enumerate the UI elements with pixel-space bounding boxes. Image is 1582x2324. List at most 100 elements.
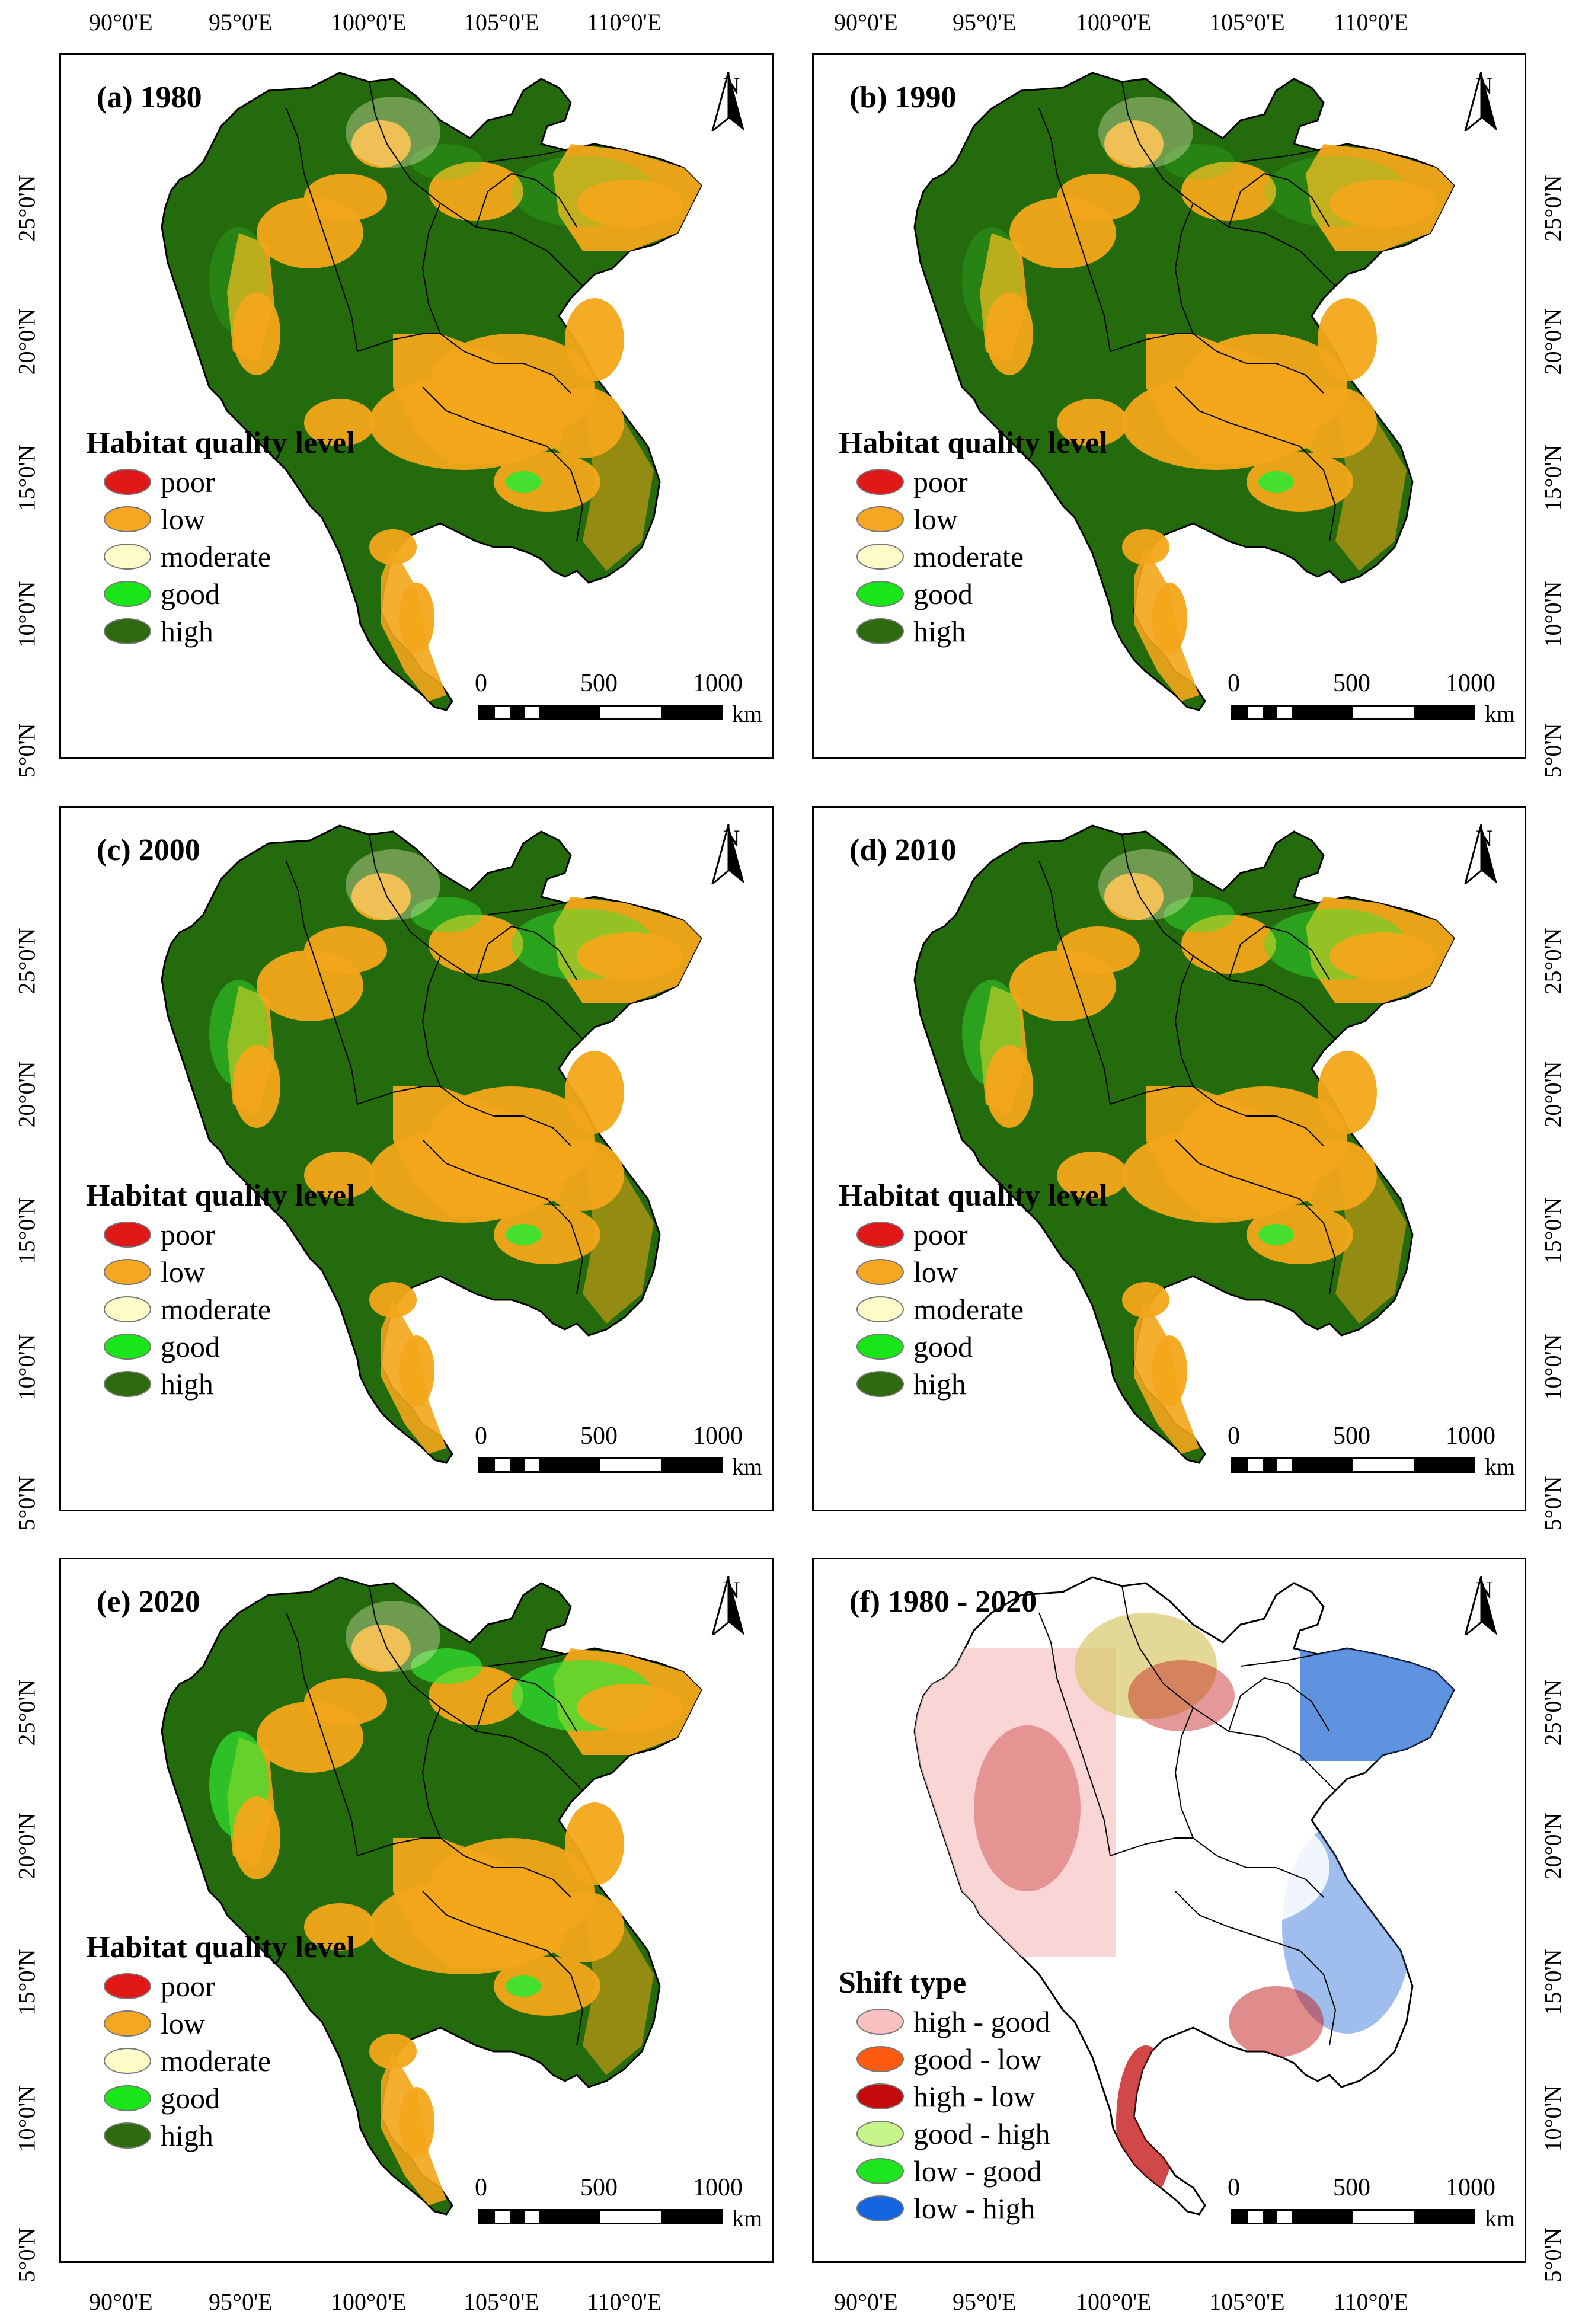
legend-label: poor <box>161 1969 215 2003</box>
scale-bar-graphic <box>478 1457 723 1473</box>
right-lat-label: 10°0'N <box>1539 1334 1567 1401</box>
right-lat-label: 20°0'N <box>1539 1061 1567 1128</box>
legend-swatch <box>104 506 151 532</box>
legend: Habitat quality level poor low moderate … <box>839 1178 1108 1402</box>
habitat-raster <box>209 1601 701 2205</box>
legend-swatch <box>104 543 151 570</box>
legend-item: high <box>86 2117 355 2154</box>
scale-label-500: 500 <box>1333 2174 1370 2201</box>
top-lon-label: 90°0'E <box>834 9 898 36</box>
legend-item: low <box>839 500 1108 538</box>
legend-label: moderate <box>913 539 1024 573</box>
top-lon-label: 110°0'E <box>587 9 662 36</box>
scale-bar-graphic <box>478 2209 723 2224</box>
north-arrow: N <box>1460 824 1508 913</box>
bottom-lon-label: 90°0'E <box>89 2288 153 2315</box>
legend-label: low <box>161 2006 205 2040</box>
legend-title: Habitat quality level <box>86 1179 355 1213</box>
legend: Habitat quality level poor low moderate … <box>86 426 355 650</box>
scale-bar: 0 500 1000 km <box>475 669 762 727</box>
legend-swatch <box>104 2047 151 2074</box>
legend: Habitat quality level poor low moderate … <box>86 1930 355 2154</box>
bottom-lon-label: 95°0'E <box>953 2288 1017 2315</box>
north-arrow-icon <box>1464 824 1497 884</box>
north-arrow-icon <box>711 824 744 884</box>
legend-item: low - good <box>839 2152 1050 2189</box>
scale-label-1000: 1000 <box>693 670 743 697</box>
legend-item: high - low <box>839 2077 1050 2115</box>
scale-bar: 0 500 1000 km <box>1228 1422 1515 1480</box>
legend: Habitat quality level poor low moderate … <box>839 426 1108 650</box>
north-arrow: N <box>1460 72 1508 161</box>
legend-title: Habitat quality level <box>839 1179 1108 1213</box>
scale-unit: km <box>1485 1453 1516 1480</box>
left-lat-label: 5°0'N <box>13 1476 40 1531</box>
legend-item: poor <box>86 1967 355 2005</box>
bottom-lon-label: 110°0'E <box>587 2288 662 2315</box>
bottom-lon-label: 90°0'E <box>834 2288 898 2315</box>
right-lat-label: 20°0'N <box>1539 308 1567 375</box>
legend-label: low <box>913 1255 958 1289</box>
scale-label-0: 0 <box>1228 2174 1240 2201</box>
map-panel-2010: (d) 2010 N Habitat quality level poor lo… <box>812 806 1526 1511</box>
legend-item: moderate <box>86 1290 355 1328</box>
right-lat-label: 15°0'N <box>1539 1949 1567 2016</box>
bottom-lon-label: 105°0'E <box>464 2288 539 2315</box>
legend-swatch <box>856 2045 904 2072</box>
legend-swatch <box>104 618 151 644</box>
panel-title: (a) 1980 <box>97 81 202 114</box>
legend-label: poor <box>161 1217 215 1251</box>
scale-bar: 0 500 1000 km <box>475 1422 762 1480</box>
legend-swatch <box>856 2008 904 2035</box>
right-lat-label: 5°0'N <box>1539 723 1567 778</box>
right-lat-label: 25°0'N <box>1539 928 1567 995</box>
legend: Shift type high - good good - low high -… <box>839 1965 1050 2227</box>
left-lat-label: 20°0'N <box>13 1812 40 1879</box>
legend-swatch <box>104 1221 151 1248</box>
legend-swatch <box>856 580 904 607</box>
left-lat-label: 25°0'N <box>13 928 40 995</box>
legend-item: good <box>839 1328 1108 1365</box>
legend-label: poor <box>161 465 215 498</box>
map-svg <box>913 824 1455 1464</box>
habitat-raster <box>962 97 1454 701</box>
scale-label-0: 0 <box>1228 670 1240 697</box>
legend-label: low <box>913 502 958 536</box>
bottom-lon-label: 105°0'E <box>1209 2288 1285 2315</box>
left-lat-label: 15°0'N <box>13 1197 40 1264</box>
legend-item: moderate <box>86 538 355 575</box>
right-lat-label: 10°0'N <box>1539 2085 1567 2152</box>
panel-title: (d) 2010 <box>849 833 957 867</box>
scale-label-0: 0 <box>475 1422 487 1450</box>
legend-swatch <box>856 543 904 570</box>
north-arrow: N <box>1460 1576 1508 1665</box>
panel-title: (f) 1980 - 2020 <box>849 1585 1037 1619</box>
top-lon-label: 90°0'E <box>89 9 153 36</box>
scale-label-1000: 1000 <box>1446 2174 1495 2201</box>
scale-label-1000: 1000 <box>693 2174 743 2201</box>
map-svg <box>913 1576 1455 2216</box>
top-lon-label: 100°0'E <box>1076 9 1152 36</box>
bottom-lon-label: 110°0'E <box>1334 2288 1409 2315</box>
legend-item: high <box>839 612 1108 650</box>
scale-label-500: 500 <box>580 2174 618 2201</box>
legend-label: high <box>913 1367 966 1401</box>
right-lat-label: 25°0'N <box>1539 1679 1567 1746</box>
legend-label: high <box>161 614 213 648</box>
top-lon-label: 100°0'E <box>331 9 407 36</box>
legend: Habitat quality level poor low moderate … <box>86 1178 355 1402</box>
legend-label: good <box>161 1329 220 1363</box>
legend-title: Shift type <box>839 1966 967 2000</box>
legend-swatch <box>104 468 151 495</box>
legend-item: good - low <box>839 2040 1050 2077</box>
legend-swatch <box>104 580 151 607</box>
legend-label: moderate <box>161 1292 271 1326</box>
bottom-lon-label: 95°0'E <box>209 2288 273 2315</box>
legend-item: poor <box>86 463 355 500</box>
legend-label: high <box>161 1367 213 1401</box>
legend-label: low - good <box>913 2154 1042 2188</box>
legend-swatch <box>856 2157 904 2184</box>
legend-label: high <box>913 614 966 648</box>
panel-title: (e) 2020 <box>97 1585 200 1619</box>
habitat-raster <box>209 849 701 1454</box>
